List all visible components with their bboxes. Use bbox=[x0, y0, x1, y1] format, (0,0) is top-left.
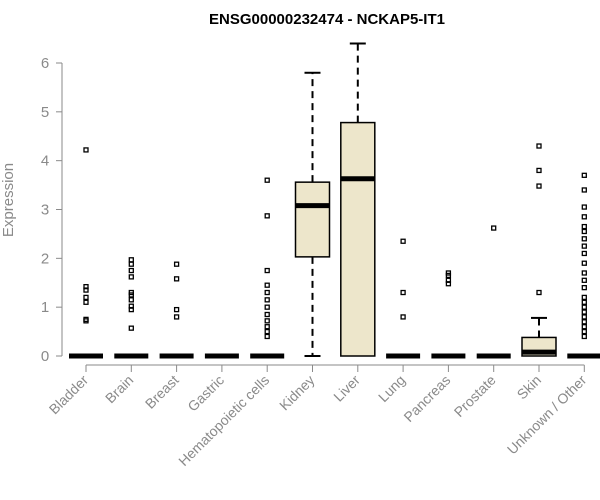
outlier-point bbox=[581, 204, 587, 210]
outlier-point bbox=[491, 225, 497, 231]
outlier-point bbox=[581, 314, 587, 320]
outlier-point bbox=[264, 311, 270, 318]
y-tick-label: 2 bbox=[41, 250, 49, 267]
outlier-point bbox=[581, 243, 587, 249]
box-10 bbox=[521, 143, 557, 357]
box-1 bbox=[114, 257, 149, 359]
x-tick-label: Unknown / Other bbox=[504, 372, 590, 458]
outlier-point bbox=[264, 318, 270, 324]
outlier-point bbox=[581, 328, 587, 335]
outlier-point bbox=[400, 238, 406, 244]
outlier-point bbox=[264, 267, 270, 274]
y-tick-label: 0 bbox=[41, 348, 49, 365]
outlier-point bbox=[128, 297, 134, 303]
outlier-point bbox=[445, 270, 452, 276]
outlier-point bbox=[581, 270, 587, 276]
outlier-point bbox=[128, 289, 134, 296]
box-2 bbox=[159, 261, 194, 359]
outlier-point bbox=[581, 228, 587, 235]
outlier-point bbox=[128, 267, 134, 274]
outlier-point bbox=[536, 167, 542, 174]
plot-area bbox=[69, 42, 600, 359]
outlier-point bbox=[264, 177, 270, 183]
outlier-point bbox=[83, 284, 89, 290]
box-11 bbox=[567, 172, 600, 359]
outlier-point bbox=[581, 309, 587, 315]
outlier-point bbox=[264, 333, 270, 340]
outlier-point bbox=[445, 277, 452, 283]
outlier-point bbox=[581, 187, 587, 193]
outlier-point bbox=[581, 324, 587, 330]
outlier-point bbox=[264, 304, 270, 310]
outlier-point bbox=[128, 303, 134, 309]
box-6 bbox=[340, 42, 376, 357]
outlier-point bbox=[264, 328, 270, 335]
outlier-point bbox=[536, 289, 542, 296]
outlier-point bbox=[264, 289, 270, 296]
outlier-point bbox=[128, 261, 134, 267]
outlier-point bbox=[173, 314, 180, 320]
outlier-point bbox=[264, 324, 270, 330]
x-tick-label: Skin bbox=[514, 372, 545, 403]
y-tick-label: 5 bbox=[41, 104, 49, 121]
x-tick-label: Brain bbox=[102, 372, 136, 406]
outlier-point bbox=[83, 147, 89, 153]
box-5 bbox=[294, 71, 331, 357]
outlier-point bbox=[581, 304, 587, 310]
y-axis-label: Expression bbox=[0, 163, 17, 237]
outlier-point bbox=[581, 223, 587, 230]
x-tick-label: Prostate bbox=[451, 372, 499, 420]
outlier-point bbox=[83, 316, 89, 323]
box-7 bbox=[386, 238, 421, 359]
y-tick-label: 1 bbox=[41, 299, 49, 316]
box-0 bbox=[69, 147, 103, 359]
outlier-point bbox=[400, 314, 406, 320]
outlier-point bbox=[581, 319, 587, 325]
outlier-point bbox=[581, 284, 587, 291]
box-4 bbox=[250, 177, 285, 359]
outlier-point bbox=[264, 297, 270, 303]
box-9 bbox=[476, 225, 511, 359]
outlier-point bbox=[264, 213, 270, 219]
outlier-point bbox=[581, 236, 587, 242]
outlier-point bbox=[128, 274, 134, 280]
box-iqr bbox=[340, 121, 376, 357]
outlier-point bbox=[264, 282, 270, 288]
y-tick-label: 3 bbox=[41, 202, 49, 219]
y-tick-label: 4 bbox=[41, 153, 49, 170]
box-8 bbox=[431, 270, 466, 359]
x-tick-label: Breast bbox=[142, 372, 182, 412]
outlier-point bbox=[581, 214, 587, 220]
x-tick-label: Kidney bbox=[276, 372, 318, 414]
y-tick-label: 6 bbox=[41, 55, 49, 72]
x-tick-label: Lung bbox=[375, 372, 408, 405]
x-tick-label: Liver bbox=[330, 372, 363, 405]
outlier-point bbox=[83, 294, 89, 301]
outlier-point bbox=[581, 294, 587, 301]
outlier-point bbox=[581, 333, 587, 340]
outlier-point bbox=[128, 257, 134, 263]
box-iqr bbox=[294, 181, 331, 258]
x-tick-label: Pancreas bbox=[400, 372, 453, 425]
outlier-point bbox=[581, 299, 587, 305]
x-tick-label: Bladder bbox=[46, 372, 92, 418]
chart-title: ENSG00000232474 - NCKAP5-IT1 bbox=[209, 11, 445, 28]
outlier-point bbox=[173, 306, 180, 313]
y-axis: 0 1 2 3 4 5 6 bbox=[41, 55, 63, 365]
outlier-point bbox=[83, 299, 89, 305]
outlier-point bbox=[128, 325, 134, 331]
outlier-point bbox=[536, 143, 542, 149]
outlier-point bbox=[173, 261, 180, 267]
x-tick-label: Gastric bbox=[184, 372, 227, 415]
outlier-point bbox=[581, 250, 587, 257]
outlier-point bbox=[400, 289, 406, 296]
outlier-point bbox=[581, 277, 587, 283]
outlier-point bbox=[581, 172, 587, 178]
outlier-point bbox=[581, 260, 587, 266]
outlier-point bbox=[173, 276, 180, 282]
outlier-point bbox=[536, 183, 542, 189]
